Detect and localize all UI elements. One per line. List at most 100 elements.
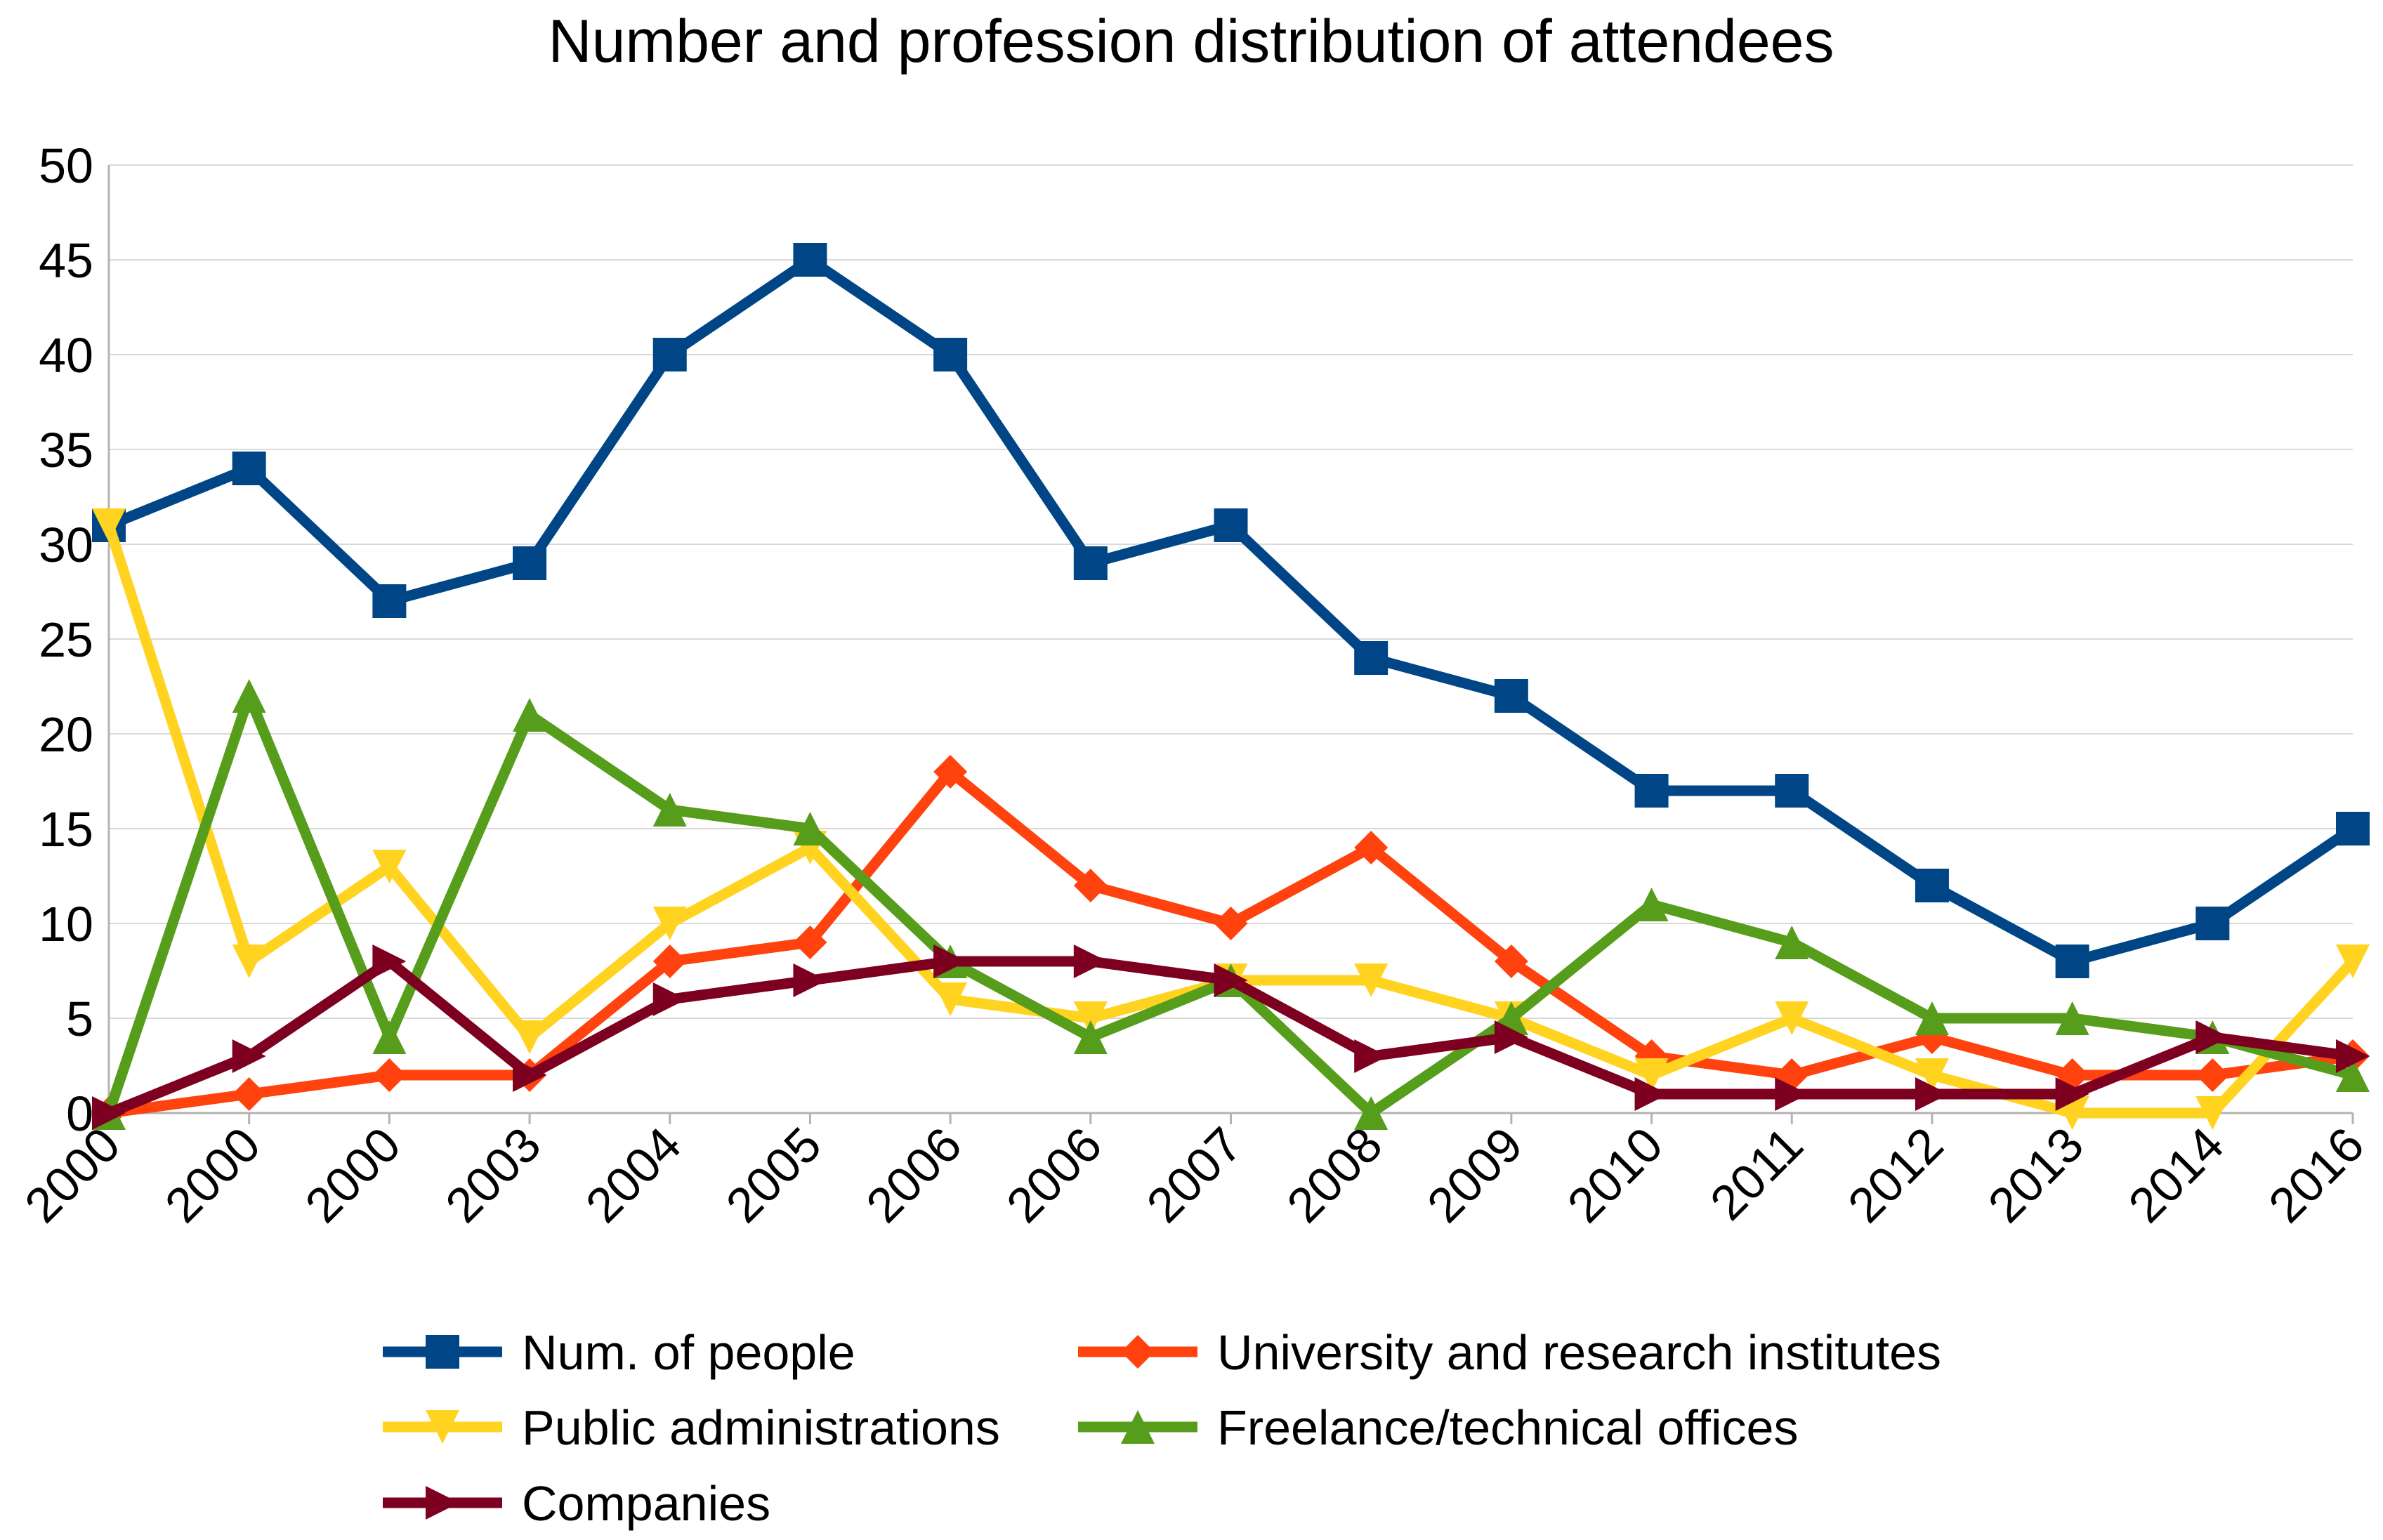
data-point [1775, 774, 1809, 808]
y-tick-label: 25 [39, 612, 93, 667]
x-tick-label: 2003 [435, 1117, 551, 1232]
y-tick-label: 20 [39, 707, 93, 762]
data-point [92, 508, 126, 542]
series-line [103, 690, 2358, 1119]
x-tick-label: 2006 [996, 1117, 1112, 1232]
legend-marker [426, 1335, 459, 1369]
data-point [1354, 1039, 1389, 1073]
x-tick-label: 2005 [716, 1117, 832, 1232]
legend-label: Public administrations [522, 1400, 1000, 1455]
data-point [513, 698, 547, 732]
data-point [1354, 963, 1389, 997]
data-point [2055, 1077, 2089, 1111]
legend-marker [1121, 1335, 1155, 1369]
x-tick-label: 2013 [1978, 1117, 2094, 1232]
data-point [372, 850, 407, 883]
legend-item-university-and-research-institutes: University and research institutes [1078, 1325, 1941, 1380]
data-point [1214, 508, 1248, 542]
data-point [2336, 945, 2370, 978]
data-point [232, 1039, 266, 1073]
legend-item-public-administrations: Public administrations [383, 1400, 1000, 1455]
x-tick-label: 2000 [295, 1117, 411, 1232]
legend-label: University and research institutes [1217, 1325, 1941, 1380]
series-line [103, 520, 2358, 1119]
data-point [2195, 1096, 2230, 1130]
legend: Num. of people University and research in… [383, 1325, 1941, 1531]
x-tick-label: 2007 [1136, 1117, 1252, 1232]
data-point [652, 945, 687, 978]
data-point [2055, 1001, 2089, 1035]
data-point [1073, 1020, 1108, 1054]
series-public-administrations [92, 508, 2370, 1130]
x-tick-label: 2009 [1417, 1117, 1532, 1232]
data-point [1073, 945, 1108, 978]
data-point [1494, 1020, 1528, 1054]
data-point [933, 338, 968, 371]
data-point [1775, 926, 1809, 959]
x-tick-label: 2016 [2258, 1117, 2374, 1232]
y-tick-label: 35 [39, 423, 93, 478]
data-point [1634, 888, 1669, 921]
y-tick-label: 45 [39, 233, 93, 288]
data-point [1214, 963, 1248, 997]
data-point [2336, 1058, 2370, 1092]
x-tick-label: 2008 [1277, 1117, 1393, 1232]
x-tick-label: 2006 [855, 1117, 971, 1232]
data-point [372, 945, 407, 978]
x-tick-label: 2000 [155, 1117, 270, 1232]
data-point [1915, 1001, 1949, 1035]
legend-item-freelance-technical-offices: Freelance/technical offices [1078, 1400, 1799, 1455]
x-tick-label: 2010 [1557, 1117, 1673, 1232]
data-point [92, 1096, 126, 1130]
data-point [1915, 1058, 1949, 1092]
data-point [1073, 546, 1108, 580]
y-tick-label: 10 [39, 897, 93, 952]
y-tick-label: 0 [66, 1086, 93, 1141]
data-point [1354, 831, 1389, 864]
data-point [1214, 907, 1248, 940]
series-layer [92, 243, 2370, 1130]
series-line [103, 254, 2358, 967]
data-point [372, 1020, 407, 1054]
data-point [1775, 1001, 1809, 1035]
data-point [2195, 1058, 2230, 1092]
data-point [793, 963, 827, 997]
data-point [2336, 812, 2370, 845]
x-tick-label: 2012 [1837, 1117, 1953, 1232]
data-point [1634, 774, 1669, 808]
chart-title: Number and profession distribution of at… [549, 8, 1834, 75]
legend-label: Num. of people [522, 1325, 855, 1380]
legend-marker [1121, 1410, 1155, 1444]
data-point [933, 945, 968, 978]
data-point [1915, 869, 1949, 902]
data-point [1073, 869, 1108, 902]
data-point [793, 926, 827, 959]
y-tick-label: 50 [39, 138, 93, 193]
data-point [652, 793, 687, 827]
data-point [2195, 907, 2230, 940]
legend-item-num-of-people: Num. of people [383, 1325, 855, 1380]
data-point [1915, 1077, 1949, 1111]
y-tick-label: 15 [39, 802, 93, 857]
data-point [232, 945, 266, 978]
data-point [652, 982, 687, 1016]
legend-label: Freelance/technical offices [1217, 1400, 1799, 1455]
legend-marker [426, 1410, 459, 1444]
data-point [2336, 1039, 2370, 1073]
legend-marker [426, 1486, 459, 1520]
series-num-of-people [92, 243, 2370, 978]
data-point [372, 584, 407, 618]
data-point [1073, 1001, 1108, 1035]
data-point [232, 452, 266, 485]
x-tick-label: 2014 [2118, 1117, 2234, 1232]
data-point [933, 982, 968, 1016]
data-point [2055, 945, 2089, 978]
data-point [1634, 1058, 1669, 1092]
data-point [1354, 1096, 1389, 1130]
legend-item-companies: Companies [383, 1476, 770, 1531]
x-tick-label: 2011 [1700, 1117, 1813, 1230]
data-point [232, 1077, 266, 1111]
gridlines [109, 164, 2353, 1019]
data-point [1494, 945, 1528, 978]
